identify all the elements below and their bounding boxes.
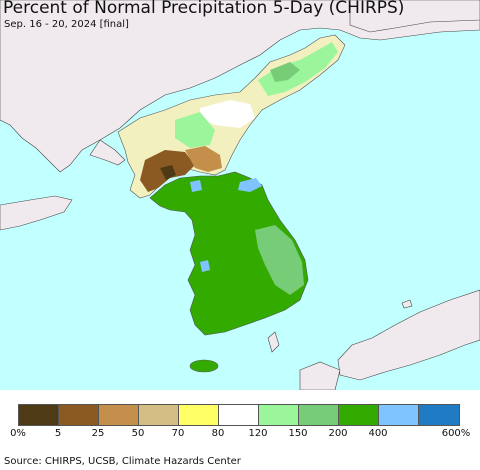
japan-land <box>337 289 480 381</box>
nk-white-patch <box>200 100 255 128</box>
south-korea <box>149 171 309 336</box>
legend-swatch <box>179 405 219 425</box>
legend-swatch <box>19 405 59 425</box>
legend-swatch <box>379 405 419 425</box>
precipitation-map <box>0 0 480 390</box>
color-legend <box>18 404 460 426</box>
wet-patch-west <box>190 180 202 192</box>
sk-light-green <box>255 225 304 295</box>
legend-tick-label: 120 <box>248 428 268 439</box>
japan-tsushima <box>267 331 280 353</box>
legend-tick-label: 50 <box>131 428 145 439</box>
russia-coast <box>349 0 480 33</box>
nk-dry-darkbrown <box>160 165 176 180</box>
legend-swatch <box>59 405 99 425</box>
page-title: Percent of Normal Precipitation 5-Day (C… <box>3 0 405 18</box>
legend-tick-label: 600% <box>441 428 471 439</box>
legend-tick-label: 150 <box>288 428 308 439</box>
legend-tick-label: 80 <box>211 428 225 439</box>
jeju-island <box>189 359 219 373</box>
legend-swatch <box>419 405 459 425</box>
legend-swatch <box>139 405 179 425</box>
legend-tick-label: 400 <box>368 428 388 439</box>
legend-ticks: 0% 5 25 50 70 80 120 150 200 400 600% <box>0 428 480 442</box>
legend-tick-label: 70 <box>171 428 185 439</box>
legend-tick-label: 25 <box>91 428 105 439</box>
nk-dry-tan <box>185 146 222 172</box>
nk-green-center <box>175 112 215 148</box>
date-range: Sep. 16 - 20, 2024 [final] <box>4 19 129 30</box>
shandong-peninsula <box>0 195 73 231</box>
wet-patch-north <box>238 178 262 192</box>
source-credit: Source: CHIRPS, UCSB, Climate Hazards Ce… <box>4 456 241 467</box>
legend-tick-label: 5 <box>54 428 62 439</box>
legend-swatch <box>99 405 139 425</box>
mainland-land <box>0 0 480 173</box>
legend-tick-label: 200 <box>328 428 348 439</box>
legend-swatch <box>219 405 259 425</box>
liaodong-peninsula <box>89 139 126 166</box>
legend-swatch <box>299 405 339 425</box>
wet-patch-southwest <box>200 260 210 272</box>
legend-tick-label: 0% <box>10 428 26 439</box>
legend-swatch <box>259 405 299 425</box>
nk-green-patch-2 <box>270 62 300 82</box>
japan-islands <box>401 299 413 309</box>
japan-west-tip <box>299 361 341 390</box>
legend-swatch <box>339 405 379 425</box>
